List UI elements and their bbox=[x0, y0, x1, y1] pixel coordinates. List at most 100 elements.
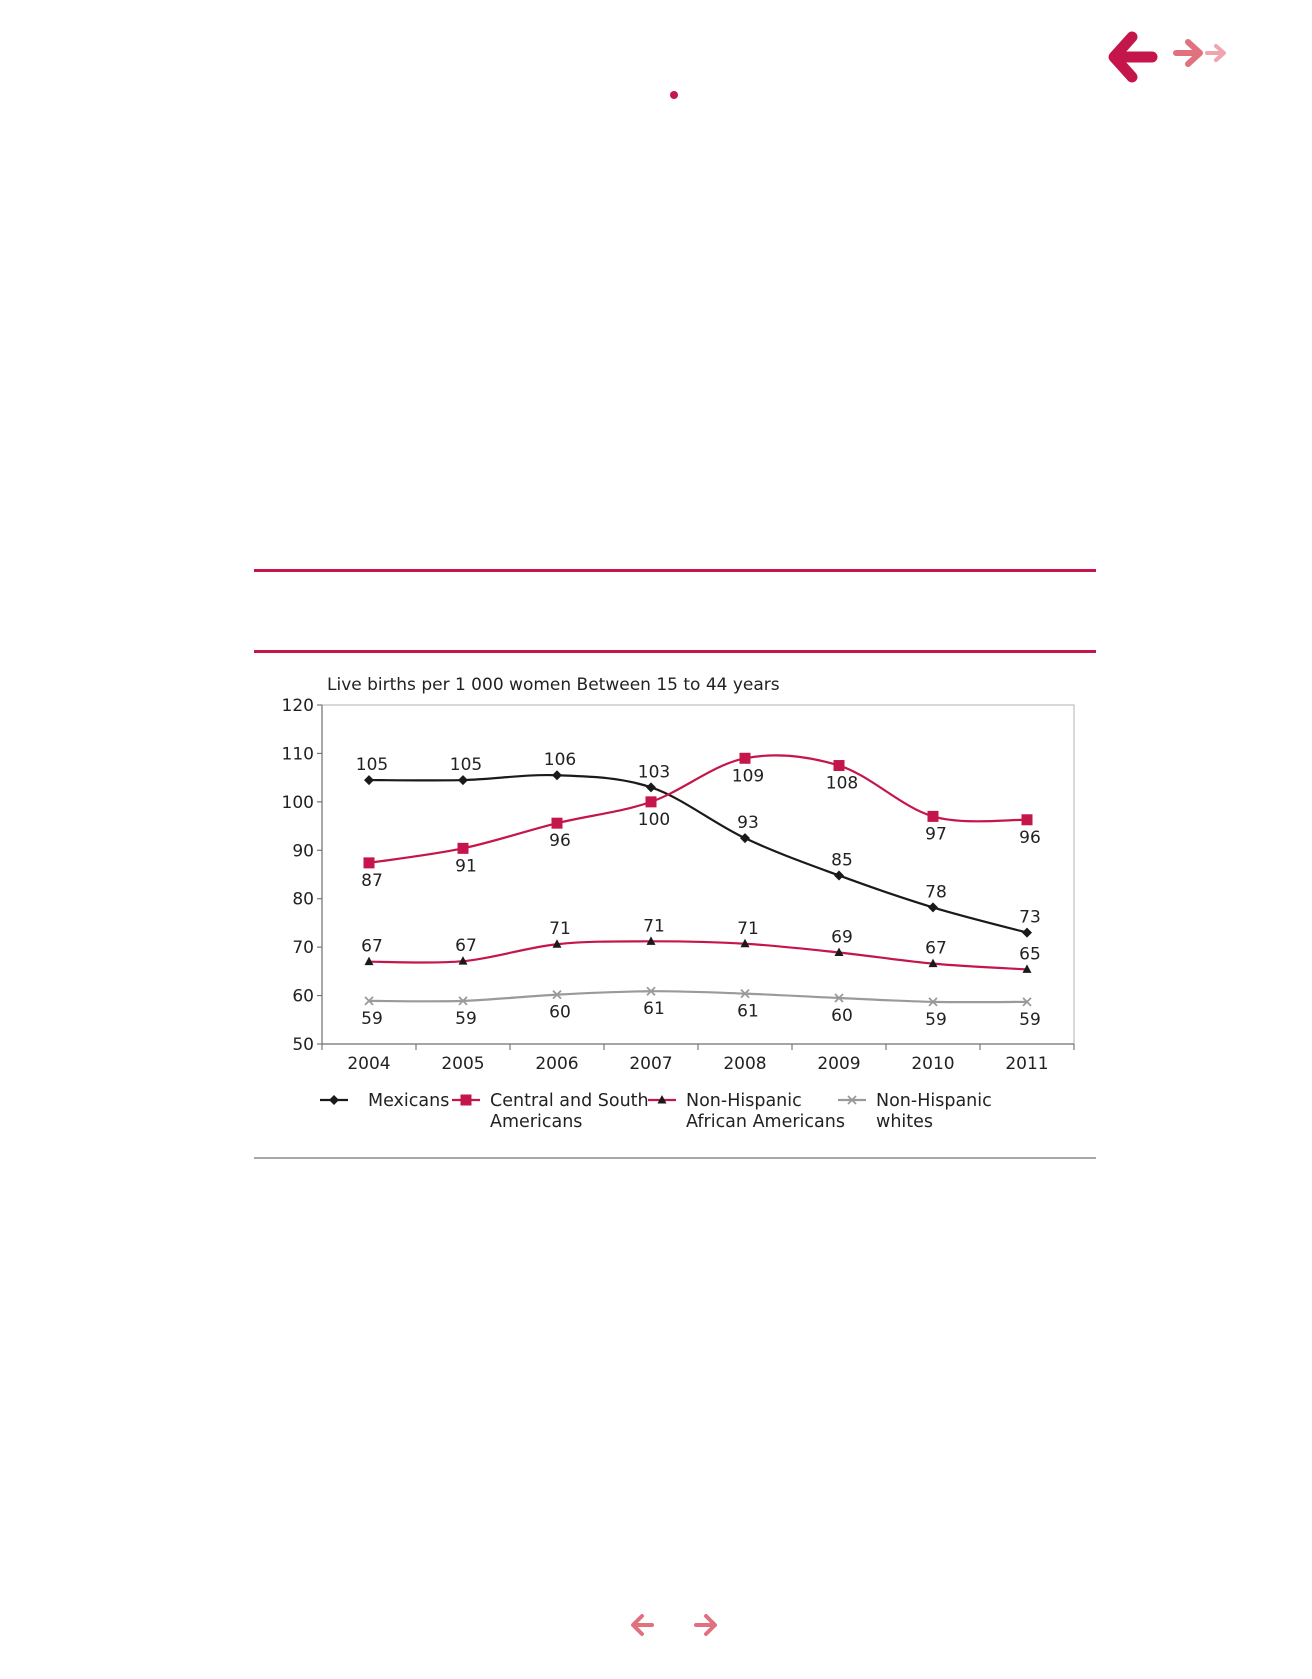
data-point-diamond bbox=[928, 902, 938, 913]
data-label: 87 bbox=[361, 871, 383, 891]
data-point-diamond bbox=[1022, 927, 1032, 938]
data-label: 109 bbox=[732, 766, 764, 786]
data-label: 61 bbox=[737, 1002, 759, 1022]
data-point-diamond bbox=[552, 770, 562, 781]
legend-label: Americans bbox=[490, 1112, 582, 1132]
series-line-0 bbox=[368, 773, 1028, 934]
data-label: 108 bbox=[826, 774, 858, 794]
data-point-square bbox=[645, 796, 657, 808]
data-point-triangle bbox=[646, 936, 656, 945]
data-label: 69 bbox=[831, 927, 853, 947]
x-tick-label: 2004 bbox=[347, 1054, 390, 1074]
y-tick-label: 90 bbox=[292, 841, 314, 861]
line-chart: 50 60 70 80 90 100 110 120 2004 2005 2006 2007 2008 2… bbox=[282, 675, 1075, 1132]
legend-label: Non-Hispanic bbox=[876, 1091, 992, 1111]
data-label: 60 bbox=[831, 1006, 853, 1026]
data-point-triangle bbox=[1022, 964, 1032, 973]
x-tick-label: 2010 bbox=[911, 1054, 954, 1074]
chart-bottom-rule bbox=[254, 1157, 1096, 1159]
y-tick-label: 80 bbox=[292, 890, 314, 910]
data-label: 73 bbox=[1019, 908, 1041, 928]
data-point-square bbox=[457, 842, 469, 854]
data-point-diamond bbox=[364, 775, 374, 786]
data-label: 67 bbox=[361, 937, 383, 957]
arrow-left-icon[interactable] bbox=[631, 1614, 654, 1636]
data-point-diamond bbox=[834, 870, 844, 881]
arrow-right-icon[interactable] bbox=[694, 1614, 717, 1636]
data-point-square bbox=[551, 817, 563, 829]
data-label: 59 bbox=[361, 1009, 383, 1029]
data-label: 67 bbox=[455, 936, 477, 956]
data-point-square bbox=[1021, 814, 1033, 826]
data-label: 59 bbox=[455, 1009, 477, 1029]
y-axis-title: Live births per 1 000 women Between 15 t… bbox=[327, 675, 780, 695]
data-point-diamond bbox=[646, 782, 656, 793]
legend-marker bbox=[847, 1095, 857, 1105]
legend-label: whites bbox=[876, 1112, 933, 1132]
y-tick-label: 110 bbox=[282, 744, 314, 764]
data-point-triangle bbox=[928, 958, 938, 968]
data-point-x bbox=[552, 989, 562, 1000]
data-label: 96 bbox=[549, 831, 571, 851]
legend-marker bbox=[657, 1095, 667, 1104]
data-label: 93 bbox=[737, 813, 759, 833]
data-label: 96 bbox=[1019, 828, 1041, 848]
x-tick-label: 2011 bbox=[1005, 1054, 1048, 1074]
data-point-x bbox=[646, 986, 656, 996]
x-tick-label: 2005 bbox=[441, 1054, 484, 1074]
data-point-square bbox=[833, 760, 845, 772]
x-tick-label: 2008 bbox=[723, 1054, 766, 1074]
data-label: 65 bbox=[1019, 944, 1041, 964]
legend-label: Non-Hispanic bbox=[686, 1091, 802, 1111]
legend-marker bbox=[329, 1095, 339, 1105]
data-label: 97 bbox=[925, 824, 947, 844]
legend-marker bbox=[460, 1094, 472, 1106]
y-tick-label: 50 bbox=[292, 1035, 314, 1055]
data-point-triangle bbox=[740, 938, 750, 948]
y-tick-label: 60 bbox=[292, 987, 314, 1007]
series-line-3 bbox=[368, 990, 1028, 1004]
data-point-triangle bbox=[364, 956, 374, 966]
data-label: 91 bbox=[455, 856, 477, 876]
data-point-x bbox=[458, 996, 468, 1006]
data-point-triangle bbox=[552, 939, 562, 948]
data-label: 78 bbox=[925, 882, 947, 902]
data-label: 103 bbox=[638, 762, 670, 782]
section-rule-top bbox=[254, 569, 1096, 572]
data-point-x bbox=[1022, 997, 1032, 1007]
plot-area bbox=[321, 704, 1075, 1045]
series-line-2 bbox=[368, 940, 1028, 971]
data-point-x bbox=[834, 993, 844, 1003]
x-tick-label: 2009 bbox=[817, 1054, 860, 1074]
data-label: 60 bbox=[549, 1003, 571, 1023]
data-label: 85 bbox=[831, 850, 853, 870]
legend-label: Mexicans bbox=[368, 1091, 449, 1111]
y-tick-label: 70 bbox=[292, 938, 314, 958]
data-point-triangle bbox=[458, 956, 468, 965]
data-point-diamond bbox=[740, 833, 750, 844]
data-point-square bbox=[363, 857, 375, 869]
data-point-x bbox=[928, 997, 938, 1007]
arrow-right-icon[interactable] bbox=[1205, 44, 1226, 62]
data-point-square bbox=[927, 810, 939, 822]
section-rule-bottom bbox=[254, 650, 1096, 653]
data-label: 67 bbox=[925, 939, 947, 959]
data-label: 59 bbox=[1019, 1010, 1041, 1030]
data-label: 106 bbox=[544, 750, 576, 770]
arrow-right-icon[interactable] bbox=[1173, 39, 1203, 67]
decorative-dot bbox=[670, 91, 678, 99]
top-navigation bbox=[1108, 31, 1226, 83]
x-tick-label: 2006 bbox=[535, 1054, 578, 1074]
data-label: 105 bbox=[356, 755, 388, 775]
legend-label: African Americans bbox=[686, 1112, 845, 1132]
data-label: 61 bbox=[643, 999, 665, 1019]
data-label: 71 bbox=[737, 919, 759, 939]
data-point-triangle bbox=[834, 947, 844, 956]
data-label: 100 bbox=[638, 810, 670, 830]
legend-label: Central and South bbox=[490, 1091, 649, 1111]
data-label: 71 bbox=[549, 919, 571, 939]
data-point-x bbox=[364, 996, 374, 1006]
arrow-left-icon[interactable] bbox=[1108, 31, 1158, 83]
data-label: 59 bbox=[925, 1010, 947, 1030]
data-point-x bbox=[740, 988, 750, 999]
